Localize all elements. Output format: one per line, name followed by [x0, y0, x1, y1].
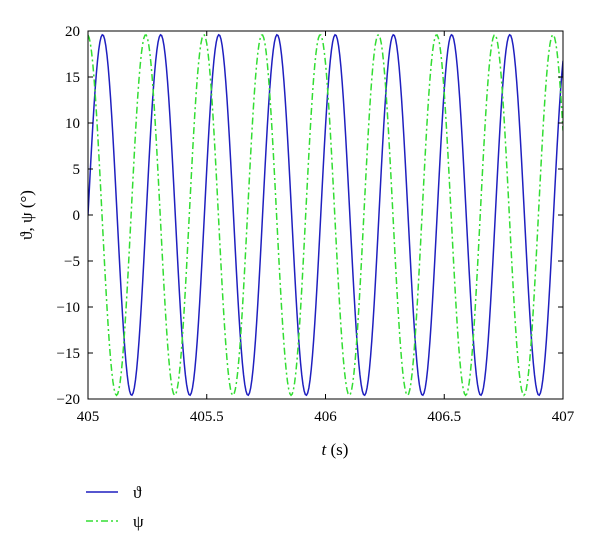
x-tick-label: 406.5: [427, 409, 461, 425]
x-tick-label: 406: [314, 409, 337, 425]
legend-label-theta: ϑ: [133, 483, 142, 502]
y-axis-label: ϑ, ψ (°): [17, 190, 36, 240]
y-tick-label: 10: [65, 116, 80, 132]
legend: ϑ ψ: [86, 483, 144, 531]
x-axis-label: t (s): [322, 440, 349, 459]
x-tick-label: 405: [77, 409, 100, 425]
y-tick-label: −5: [64, 254, 80, 270]
legend-label-psi: ψ: [133, 512, 144, 531]
y-tick-label: −10: [57, 300, 80, 316]
series-line-psi: [88, 34, 563, 397]
y-tick-label: 15: [65, 70, 80, 86]
x-axis-ticks: 405 405.5 406 406.5 407: [77, 31, 575, 425]
y-tick-label: −20: [57, 392, 80, 408]
y-axis-ticks: −20 −15 −10 −5 0 5 10 15 20: [57, 24, 563, 408]
series-line-theta: [88, 33, 563, 397]
plot-area: [88, 31, 563, 399]
y-tick-label: −15: [57, 346, 80, 362]
y-tick-label: 0: [73, 208, 81, 224]
y-tick-label: 5: [73, 162, 81, 178]
x-tick-label: 405.5: [190, 409, 224, 425]
y-tick-label: 20: [65, 24, 80, 40]
x-tick-label: 407: [552, 409, 575, 425]
series-layer: [88, 33, 563, 397]
